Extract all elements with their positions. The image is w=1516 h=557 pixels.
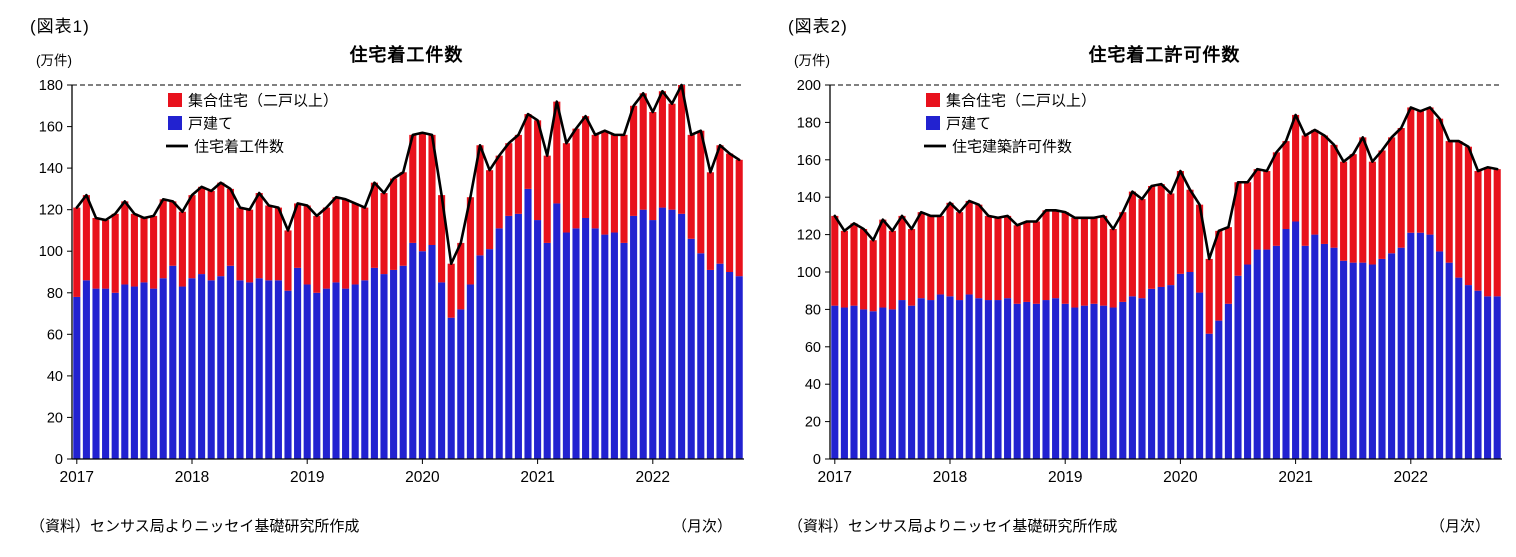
svg-text:2019: 2019 xyxy=(290,469,324,486)
figure-1-header: (万件) 住宅着工件数 xyxy=(10,39,758,71)
svg-text:2021: 2021 xyxy=(1278,469,1312,486)
frequency-note: （月次） xyxy=(1429,518,1490,535)
svg-text:200: 200 xyxy=(797,78,821,94)
svg-text:60: 60 xyxy=(805,340,821,356)
stacked-bars xyxy=(73,85,743,459)
frequency-note: （月次） xyxy=(671,518,732,535)
svg-text:180: 180 xyxy=(39,78,63,94)
chart-title: 住宅着工件数 xyxy=(349,45,464,65)
legend-swatch xyxy=(168,116,182,130)
svg-text:40: 40 xyxy=(805,377,821,393)
svg-text:2018: 2018 xyxy=(175,469,209,486)
svg-text:160: 160 xyxy=(39,120,63,136)
legend-swatch xyxy=(168,93,182,107)
figure-2-panel: (図表2) (万件) 住宅着工許可件数 0 20 40 60 80 100 120 140 16… xyxy=(758,0,1516,557)
legend-label: 戸建て xyxy=(946,116,991,133)
total-line xyxy=(75,83,741,265)
x-axis: 2017 2018 2019 2020 2021 2022 xyxy=(818,458,1502,486)
legend-label: 集合住宅（二戸以上） xyxy=(946,93,1096,110)
svg-text:20: 20 xyxy=(805,415,821,431)
stacked-bars xyxy=(831,107,1501,459)
svg-text:100: 100 xyxy=(797,265,821,281)
svg-text:2017: 2017 xyxy=(60,469,94,486)
svg-text:100: 100 xyxy=(39,244,63,260)
figure-2-footer: （資料）センサス局よりニッセイ基礎研究所作成 （月次） xyxy=(768,509,1516,536)
legend-label: 集合住宅（二戸以上） xyxy=(188,93,338,110)
svg-text:2020: 2020 xyxy=(1163,469,1198,486)
y-axis: 0 20 40 60 80 100 120 140 160 180 200 xyxy=(797,78,831,468)
svg-text:80: 80 xyxy=(47,286,63,302)
svg-text:2022: 2022 xyxy=(1394,469,1428,486)
svg-text:120: 120 xyxy=(39,203,63,219)
source-note: （資料）センサス局よりニッセイ基礎研究所作成 xyxy=(788,518,1118,535)
svg-text:2017: 2017 xyxy=(818,469,852,486)
legend-label: 住宅着工件数 xyxy=(194,139,284,156)
figure-1-panel: (図表1) (万件) 住宅着工件数 0 20 40 60 80 100 120 140 160 1… xyxy=(10,17,758,536)
y-axis-unit-label: (万件) xyxy=(36,53,72,68)
svg-text:2019: 2019 xyxy=(1048,469,1082,486)
y-axis: 0 20 40 60 80 100 120 140 160 180 xyxy=(39,78,73,468)
legend-label: 戸建て xyxy=(188,116,233,133)
figure-2-label: (図表2) xyxy=(788,17,848,36)
svg-text:2022: 2022 xyxy=(636,469,670,486)
figure-1-footer: （資料）センサス局よりニッセイ基礎研究所作成 （月次） xyxy=(10,509,758,536)
svg-text:60: 60 xyxy=(47,327,63,343)
svg-text:120: 120 xyxy=(797,228,821,244)
chart-title: 住宅着工許可件数 xyxy=(1088,45,1241,65)
svg-text:0: 0 xyxy=(55,452,63,468)
figure-1-label: (図表1) xyxy=(30,17,90,36)
svg-text:2018: 2018 xyxy=(933,469,967,486)
svg-text:20: 20 xyxy=(47,410,63,426)
housing-starts-chart: 0 20 40 60 80 100 120 140 160 180 2017 2018 2019 2020… xyxy=(10,71,752,509)
y-axis-unit-label: (万件) xyxy=(794,53,830,68)
source-note: （資料）センサス局よりニッセイ基礎研究所作成 xyxy=(30,518,360,535)
svg-text:140: 140 xyxy=(39,161,63,177)
svg-text:140: 140 xyxy=(797,190,821,206)
legend-swatch xyxy=(926,116,940,130)
legend-label: 住宅建築許可件数 xyxy=(952,138,1072,156)
legend-swatch xyxy=(926,93,940,107)
figure-2-header: (万件) 住宅着工許可件数 xyxy=(768,39,1516,71)
svg-text:0: 0 xyxy=(813,452,821,468)
svg-text:2020: 2020 xyxy=(405,469,440,486)
svg-text:2021: 2021 xyxy=(520,469,554,486)
chart-svg: 0 20 40 60 80 100 120 140 160 180 2017 2018 2019 2020… xyxy=(39,78,744,486)
svg-text:160: 160 xyxy=(797,153,821,169)
svg-text:40: 40 xyxy=(47,369,63,385)
housing-permits-chart: 0 20 40 60 80 100 120 140 160 180 200 2017 2018 2019 2… xyxy=(768,71,1510,509)
x-axis: 2017 2018 2019 2020 2021 2022 xyxy=(60,458,744,486)
total-line xyxy=(833,106,1499,261)
svg-text:180: 180 xyxy=(797,115,821,131)
svg-text:80: 80 xyxy=(805,302,821,318)
